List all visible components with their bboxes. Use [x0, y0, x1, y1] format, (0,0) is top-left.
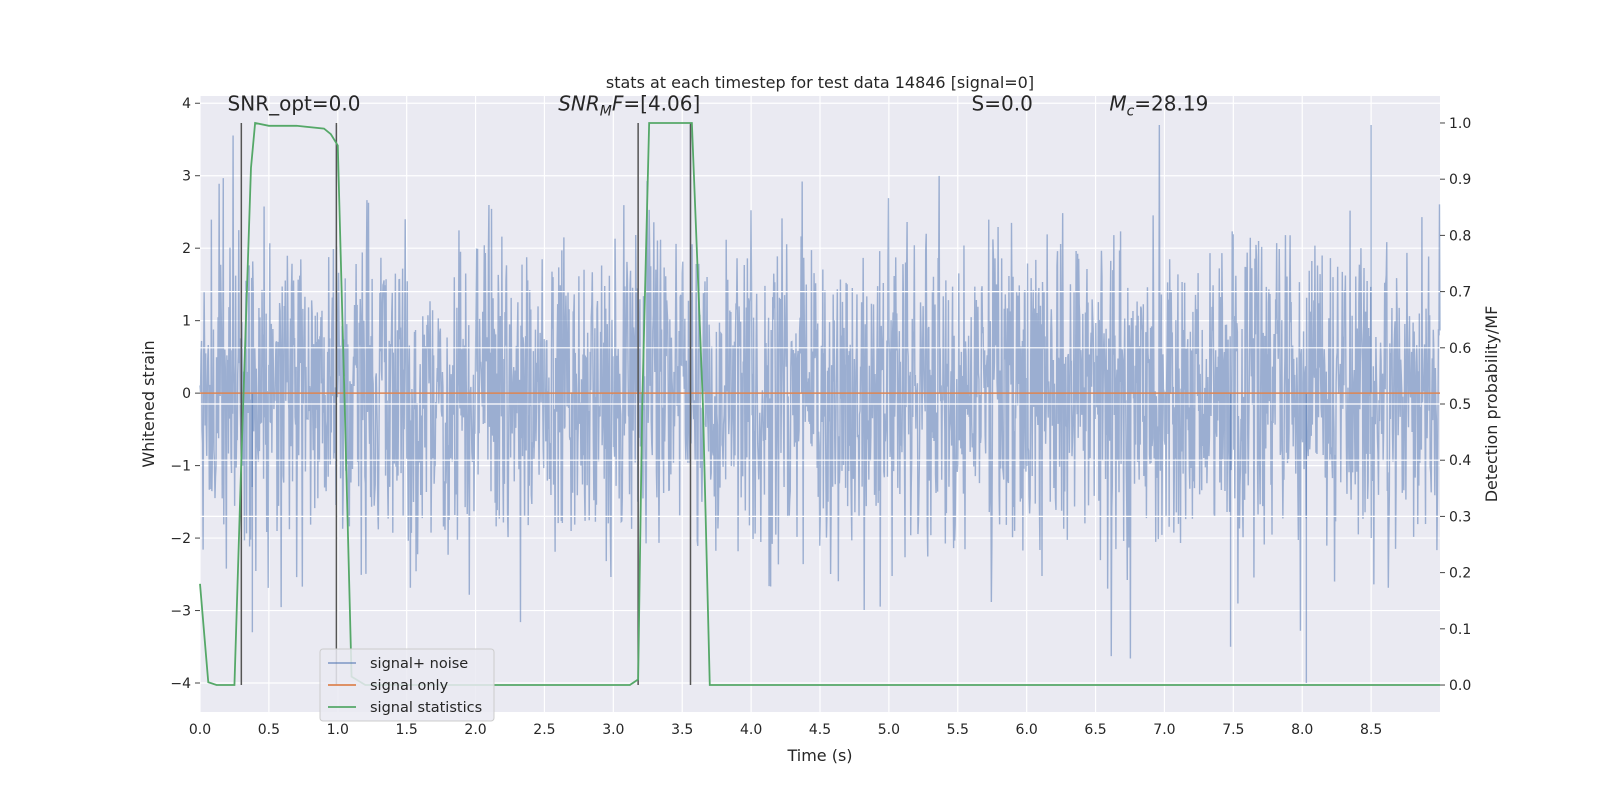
- annotation-text: SNRMF=[4.06]: [558, 91, 700, 119]
- x-tick-label: 7.5: [1222, 722, 1244, 738]
- x-tick-label: 7.0: [1153, 722, 1175, 738]
- x-tick-label: 3.0: [602, 722, 624, 738]
- y2-axis-ticks: 0.0 0.1 0.2 0.3 0.4 0.5 0.6 0.7 0.8 0.9 1.0: [1440, 116, 1471, 694]
- x-tick-label: 4.5: [809, 722, 831, 738]
- y2-tick-label: 0.9: [1449, 172, 1471, 188]
- x-tick-label: 3.5: [671, 722, 693, 738]
- y2-tick-label: 1.0: [1449, 116, 1471, 132]
- x-axis-ticks: 0.0 0.5 1.0 1.5 2.0 2.5 3.0 3.5 4.0 4.5 5.0 5.5 6.0 6…: [189, 722, 1382, 738]
- y2-tick-label: 0.6: [1449, 341, 1471, 357]
- x-tick-label: 1.5: [396, 722, 418, 738]
- y2-tick-label: 0.2: [1449, 566, 1471, 582]
- legend-label-signal-noise: signal+ noise: [370, 656, 468, 672]
- y-tick-label: −1: [170, 459, 191, 475]
- annotation-text: Mc=28.19: [1109, 91, 1208, 119]
- x-tick-label: 4.0: [740, 722, 762, 738]
- x-tick-label: 1.0: [327, 722, 349, 738]
- x-tick-label: 2.5: [533, 722, 555, 738]
- y-tick-label: 4: [182, 96, 191, 112]
- y2-tick-label: 0.7: [1449, 285, 1471, 301]
- chart-title: stats at each timestep for test data 148…: [606, 73, 1034, 92]
- y-tick-label: −2: [170, 531, 191, 547]
- y-tick-label: −3: [170, 604, 191, 620]
- y2-tick-label: 0.5: [1449, 397, 1471, 413]
- series-line-signal-statistics: [199, 121, 1440, 686]
- x-tick-label: 0.0: [189, 722, 211, 738]
- legend-label-signal-only: signal only: [370, 678, 449, 694]
- y2-tick-label: 0.8: [1449, 228, 1471, 244]
- x-tick-label: 5.0: [878, 722, 900, 738]
- y-axis-ticks: −4 −3 −2 −1 0 1 2 3 4: [170, 96, 200, 692]
- y2-tick-label: 0.3: [1449, 509, 1471, 525]
- series-line-signal-noise: [199, 124, 1441, 659]
- legend-label-signal-statistics: signal statistics: [370, 700, 482, 716]
- x-tick-label: 5.5: [947, 722, 969, 738]
- legend: signal+ noise signal only signal statist…: [319, 648, 495, 722]
- x-tick-label: 0.5: [258, 722, 280, 738]
- legend-box: [319, 648, 495, 722]
- y-tick-label: 3: [182, 169, 191, 185]
- y-axis-label: Whitened strain: [139, 340, 158, 467]
- x-tick-label: 2.0: [464, 722, 486, 738]
- annotations: SNR_opt=0.0 SNRMF=[4.06] S=0.0 Mc=28.19: [228, 91, 1209, 119]
- x-tick-label: 6.5: [1084, 722, 1106, 738]
- y2-tick-label: 0.1: [1449, 622, 1471, 638]
- signal-statistics-series: [199, 121, 1440, 686]
- x-tick-label: 8.0: [1291, 722, 1313, 738]
- x-tick-label: 8.5: [1360, 722, 1382, 738]
- y-tick-label: 2: [182, 241, 191, 257]
- y-tick-label: 0: [182, 386, 191, 402]
- y2-tick-label: 0.4: [1449, 453, 1471, 469]
- y-tick-label: 1: [182, 314, 191, 330]
- x-tick-label: 6.0: [1016, 722, 1038, 738]
- vertical-markers: [240, 122, 692, 686]
- signal-noise-series: [199, 124, 1441, 684]
- y-tick-label: −4: [170, 676, 191, 692]
- y2-tick-label: 0.0: [1449, 678, 1471, 694]
- annotation-text: SNR_opt=0.0: [228, 91, 361, 115]
- x-axis-label: Time (s): [786, 746, 852, 765]
- y2-axis-label: Detection probability/MF: [1482, 306, 1501, 503]
- annotation-text: S=0.0: [972, 91, 1033, 115]
